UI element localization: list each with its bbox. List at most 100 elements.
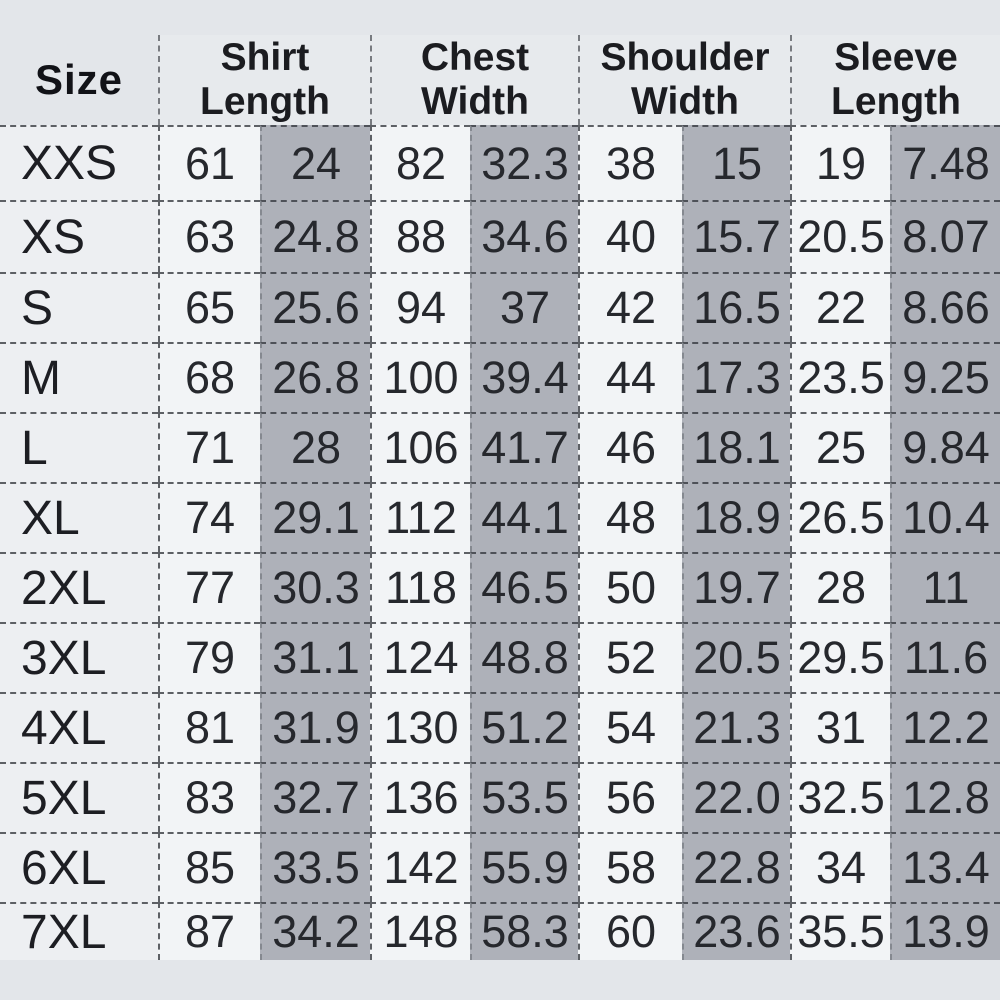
table-cell: 29.1 (260, 482, 370, 552)
table-cell: 19 (790, 125, 890, 200)
table-cell: 112 (370, 482, 470, 552)
table-cell: 85 (158, 832, 260, 902)
table-cell: 34.2 (260, 902, 370, 960)
table-cell: 22.0 (682, 762, 790, 832)
table-cell: 31.1 (260, 622, 370, 692)
table-cell: 20.5 (682, 622, 790, 692)
table-cell: 9.25 (890, 342, 1000, 412)
table-cell: 25.6 (260, 272, 370, 342)
table-cell: 32.3 (470, 125, 578, 200)
header-shirt-length: Shirt Length (158, 35, 370, 125)
table-cell: 48.8 (470, 622, 578, 692)
table-cell: 28 (260, 412, 370, 482)
header-sleeve-length: Sleeve Length (790, 35, 1000, 125)
table-cell: 63 (158, 200, 260, 272)
table-cell: 26.5 (790, 482, 890, 552)
table-cell: 58.3 (470, 902, 578, 960)
table-cell: 42 (578, 272, 682, 342)
table-cell: 53.5 (470, 762, 578, 832)
table-cell: 39.4 (470, 342, 578, 412)
table-cell: 32.7 (260, 762, 370, 832)
table-cell: 35.5 (790, 902, 890, 960)
table-cell: 50 (578, 552, 682, 622)
table-cell: 54 (578, 692, 682, 762)
table-cell: 31.9 (260, 692, 370, 762)
table-cell: 51.2 (470, 692, 578, 762)
row-label: 7XL (0, 902, 158, 960)
table-cell: 24 (260, 125, 370, 200)
table-cell: 18.1 (682, 412, 790, 482)
table-cell: 52 (578, 622, 682, 692)
table-cell: 46 (578, 412, 682, 482)
table-cell: 30.3 (260, 552, 370, 622)
table-cell: 82 (370, 125, 470, 200)
table-cell: 28 (790, 552, 890, 622)
table-cell: 94 (370, 272, 470, 342)
row-label: XXS (0, 125, 158, 200)
header-chest-width: Chest Width (370, 35, 578, 125)
table-cell: 20.5 (790, 200, 890, 272)
table-cell: 65 (158, 272, 260, 342)
table-cell: 11 (890, 552, 1000, 622)
table-cell: 18.9 (682, 482, 790, 552)
header-shoulder-width: Shoulder Width (578, 35, 790, 125)
table-cell: 13.4 (890, 832, 1000, 902)
table-cell: 17.3 (682, 342, 790, 412)
table-cell: 8.66 (890, 272, 1000, 342)
row-label: S (0, 272, 158, 342)
table-cell: 26.8 (260, 342, 370, 412)
row-label: 5XL (0, 762, 158, 832)
table-cell: 83 (158, 762, 260, 832)
table-cell: 12.2 (890, 692, 1000, 762)
table-cell: 81 (158, 692, 260, 762)
table-cell: 9.84 (890, 412, 1000, 482)
table-cell: 41.7 (470, 412, 578, 482)
size-table: Size Shirt Length Chest Width Shoulder W… (0, 35, 1000, 960)
table-cell: 46.5 (470, 552, 578, 622)
table-cell: 48 (578, 482, 682, 552)
table-cell: 44.1 (470, 482, 578, 552)
table-cell: 22 (790, 272, 890, 342)
table-cell: 68 (158, 342, 260, 412)
table-cell: 71 (158, 412, 260, 482)
table-cell: 33.5 (260, 832, 370, 902)
row-label: XL (0, 482, 158, 552)
table-cell: 74 (158, 482, 260, 552)
table-cell: 61 (158, 125, 260, 200)
table-cell: 58 (578, 832, 682, 902)
table-cell: 142 (370, 832, 470, 902)
table-cell: 130 (370, 692, 470, 762)
table-cell: 24.8 (260, 200, 370, 272)
table-cell: 79 (158, 622, 260, 692)
row-label: L (0, 412, 158, 482)
row-label: XS (0, 200, 158, 272)
table-cell: 8.07 (890, 200, 1000, 272)
table-cell: 34 (790, 832, 890, 902)
table-cell: 10.4 (890, 482, 1000, 552)
table-cell: 22.8 (682, 832, 790, 902)
table-cell: 29.5 (790, 622, 890, 692)
table-cell: 124 (370, 622, 470, 692)
table-cell: 15 (682, 125, 790, 200)
table-cell: 87 (158, 902, 260, 960)
table-cell: 136 (370, 762, 470, 832)
table-cell: 37 (470, 272, 578, 342)
table-cell: 12.8 (890, 762, 1000, 832)
table-cell: 44 (578, 342, 682, 412)
table-cell: 60 (578, 902, 682, 960)
table-cell: 16.5 (682, 272, 790, 342)
table-cell: 31 (790, 692, 890, 762)
table-cell: 38 (578, 125, 682, 200)
table-cell: 88 (370, 200, 470, 272)
table-cell: 77 (158, 552, 260, 622)
table-cell: 148 (370, 902, 470, 960)
table-cell: 106 (370, 412, 470, 482)
table-cell: 100 (370, 342, 470, 412)
table-cell: 25 (790, 412, 890, 482)
table-cell: 21.3 (682, 692, 790, 762)
table-cell: 118 (370, 552, 470, 622)
row-label: 6XL (0, 832, 158, 902)
table-cell: 56 (578, 762, 682, 832)
table-cell: 32.5 (790, 762, 890, 832)
